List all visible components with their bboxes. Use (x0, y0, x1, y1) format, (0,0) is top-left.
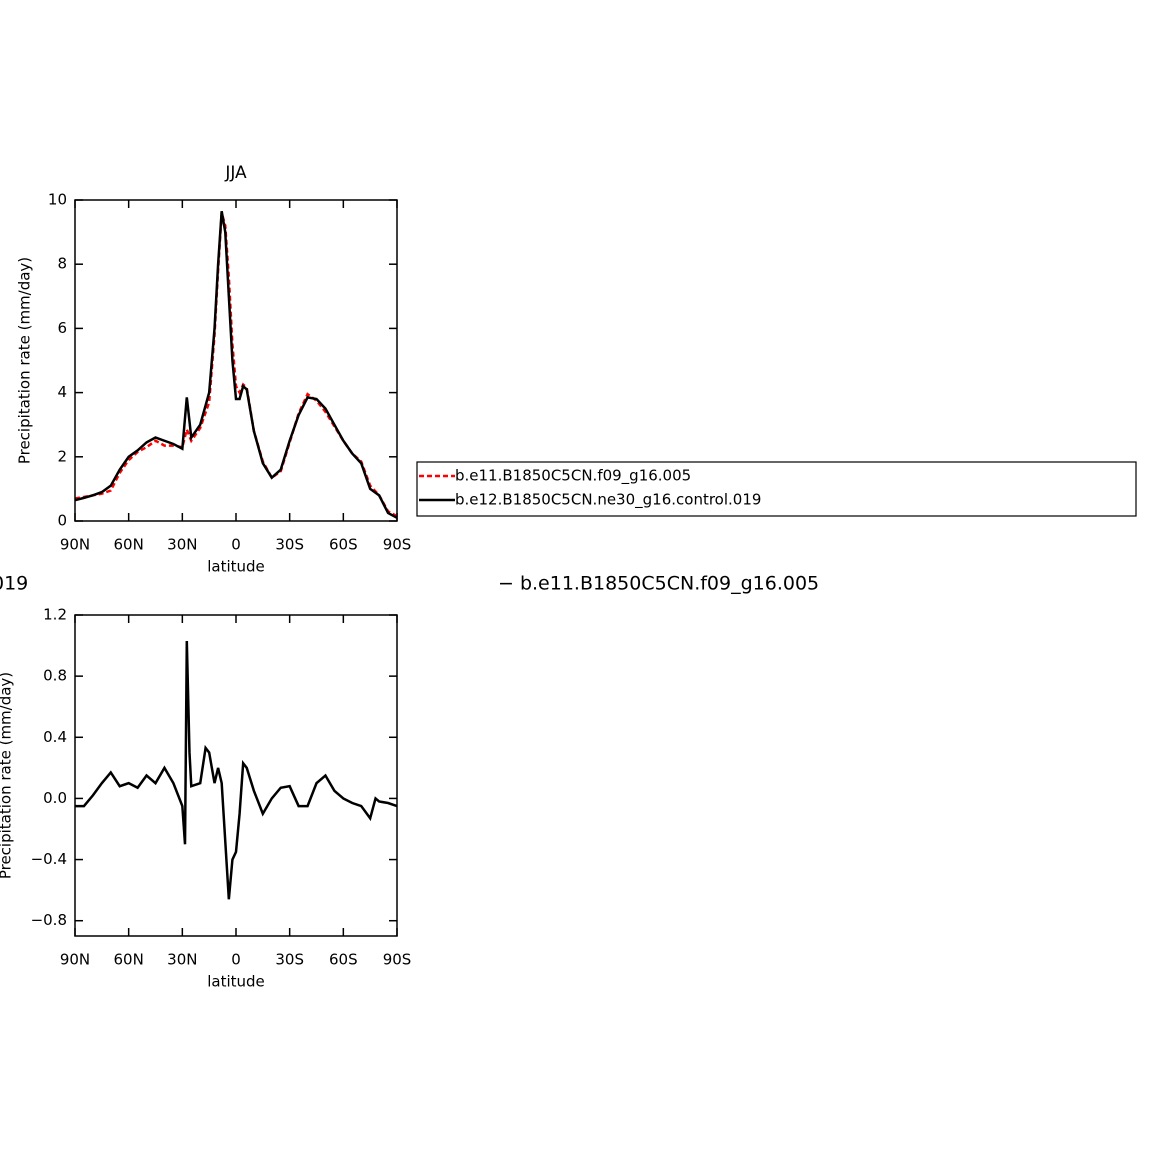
x-tick-label: 30N (167, 951, 197, 969)
series-line (75, 212, 397, 518)
x-tick-label: 60S (329, 951, 358, 969)
x-tick-label: 90N (60, 951, 90, 969)
y-tick-label: 0.4 (43, 728, 67, 746)
x-tick-label: 0 (231, 951, 241, 969)
legend-label: b.e12.B1850C5CN.ne30_g16.control.019 (455, 491, 761, 510)
x-tick-label: 30N (167, 536, 197, 554)
plot-frame (74, 199, 398, 522)
y-tick-label: 0.0 (43, 789, 67, 807)
x-tick-label: 30S (275, 536, 304, 554)
plot-frame (74, 614, 398, 937)
y-tick-label: −0.4 (31, 850, 67, 868)
y-tick-label: −0.8 (31, 911, 67, 929)
x-tick-label: 60N (114, 536, 144, 554)
y-tick-label: 6 (57, 319, 67, 337)
x-tick-label: 60S (329, 536, 358, 554)
series-line (75, 640, 397, 900)
chart-title: JJA (224, 163, 247, 183)
legend-box (416, 461, 1137, 517)
series-line (75, 211, 397, 519)
chart-title: 019 (0, 573, 28, 595)
x-tick-label: 90S (383, 951, 412, 969)
x-tick-label: 90N (60, 536, 90, 554)
legend-label: b.e11.B1850C5CN.f09_g16.005 (455, 467, 691, 486)
x-tick-label: 90S (383, 536, 412, 554)
x-tick-label: 0 (231, 536, 241, 554)
y-tick-label: 2 (57, 447, 67, 465)
x-tick-label: 30S (275, 951, 304, 969)
y-tick-label: 0.8 (43, 667, 67, 685)
x-tick-label: 60N (114, 951, 144, 969)
y-tick-label: 0 (57, 512, 67, 530)
y-axis-label: Precipitation rate (mm/day) (0, 672, 15, 879)
x-axis-label: latitude (207, 973, 265, 991)
y-tick-label: 1.2 (43, 606, 67, 624)
y-tick-label: 8 (57, 255, 67, 273)
y-tick-label: 10 (48, 191, 67, 209)
y-axis-label: Precipitation rate (mm/day) (16, 257, 34, 464)
y-tick-label: 4 (57, 383, 67, 401)
x-axis-label: latitude (207, 558, 265, 576)
chart-title: − b.e11.B1850C5CN.f09_g16.005 (498, 573, 819, 595)
